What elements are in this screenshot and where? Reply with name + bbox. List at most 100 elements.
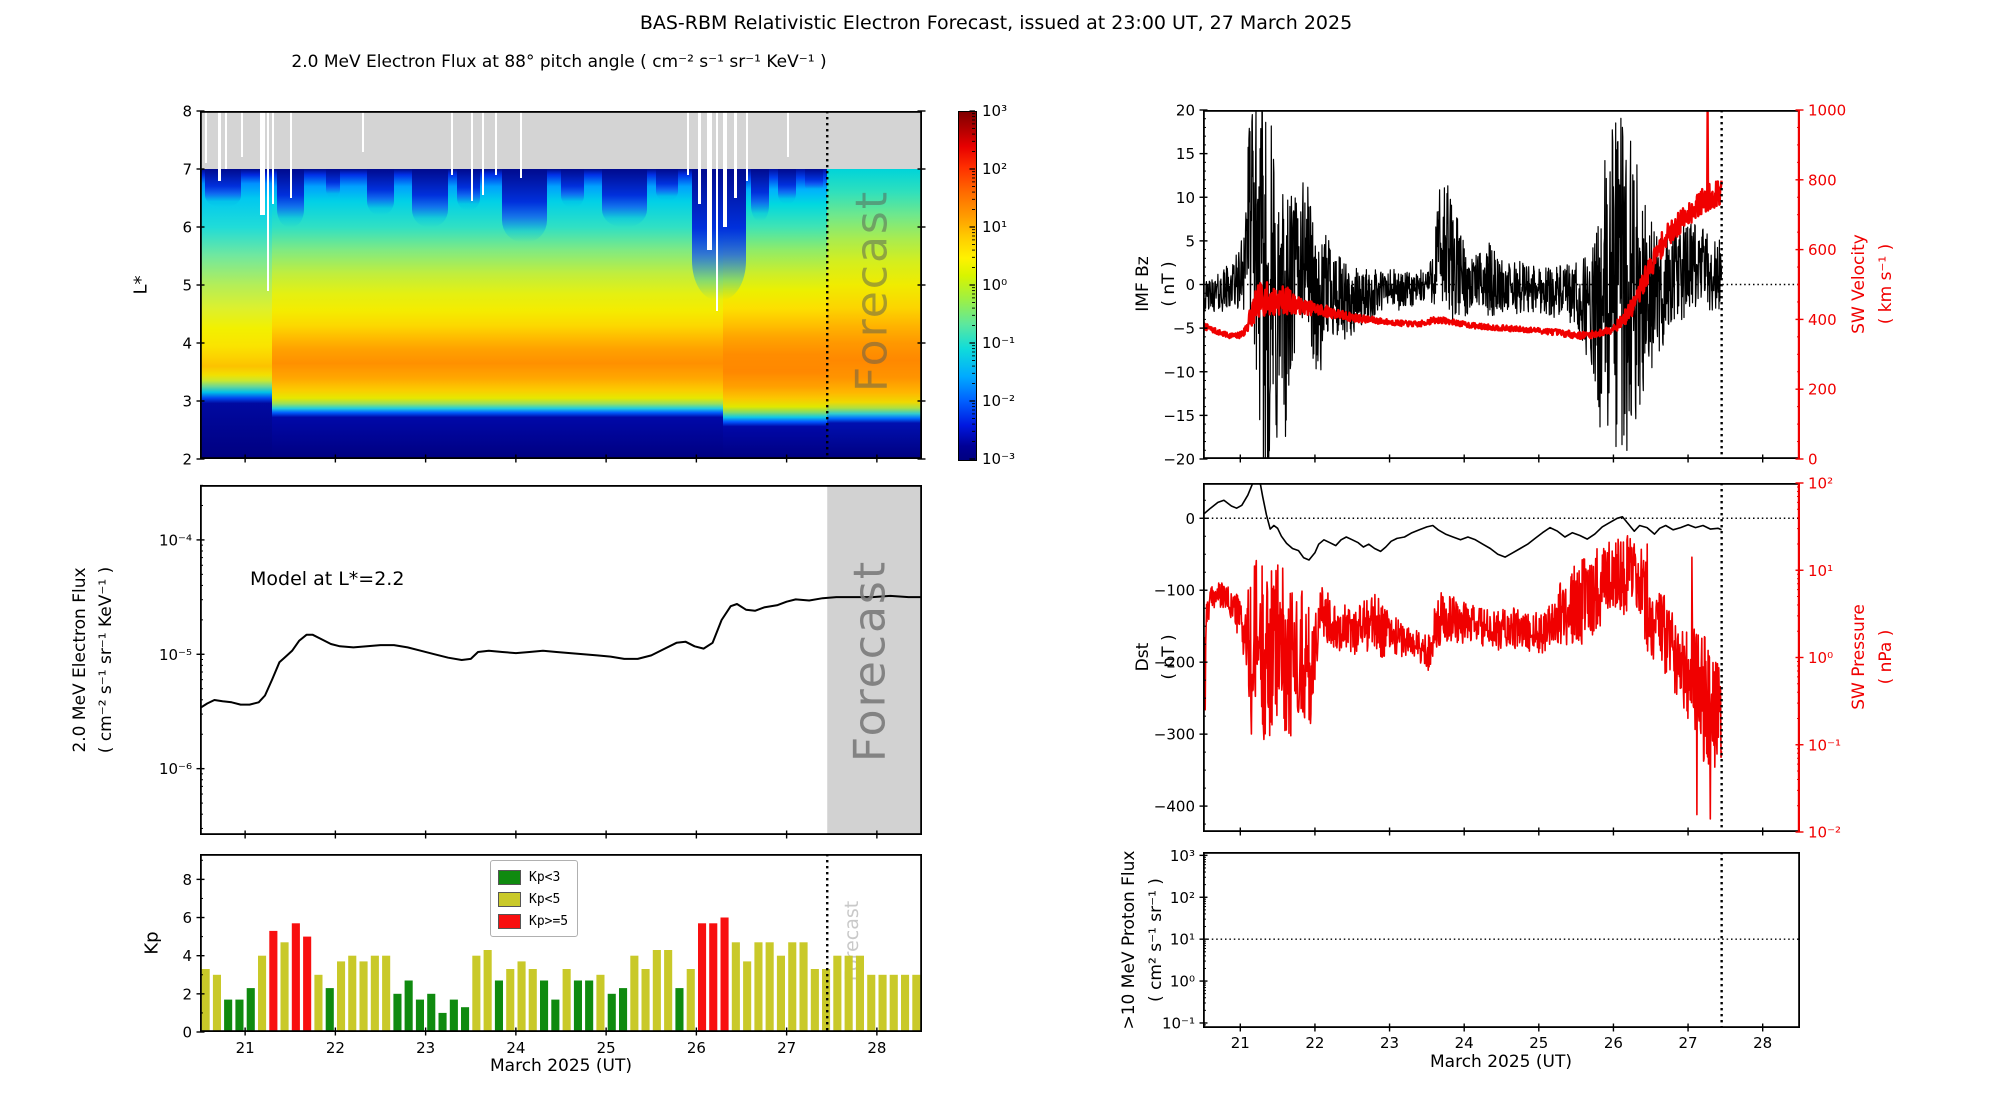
spectrogram-data-gap [707,111,712,251]
svg-text:10⁻⁵: 10⁻⁵ [159,646,192,664]
dst-chart: 0 −100 −200 −300 −400 10² 10¹ 10⁰ 10⁻¹ 10⁻² [1154,475,1841,842]
colorbar-tick-label: 10⁰ [982,276,1008,294]
kp-legend-row-high: Kp>=5 [498,910,568,932]
spectrogram-dropout [366,169,395,216]
spectrogram-data-gap [520,111,523,178]
spectrogram-panel [200,111,922,459]
spectrogram-data-gap [205,111,208,164]
flux-annotation: Model at L*=2.2 [250,568,405,590]
svg-text:10⁰: 10⁰ [1170,973,1195,991]
sw-pressure-label-line2: ( nPa ) [1876,629,1896,685]
spectrogram-column [200,169,273,459]
spectrogram-data-gap [481,111,484,196]
svg-text:20: 20 [1176,102,1195,120]
svg-text:5: 5 [182,277,192,295]
spectrogram-title: 2.0 MeV Electron Flux at 88° pitch angle… [291,52,827,72]
spectrogram-dropout [502,169,548,242]
svg-text:10³: 10³ [1170,847,1195,865]
spectrogram-dropout [561,169,584,207]
kp-legend-row-low: Kp<3 [498,866,568,888]
flux-chart: 10⁻⁴ 10⁻⁵ 10⁻⁶ [159,484,923,839]
kp-legend-label-low: Kp<3 [529,869,561,885]
svg-text:−10: −10 [1163,363,1195,381]
svg-text:−100: −100 [1154,582,1195,600]
svg-text:1000: 1000 [1808,102,1846,120]
svg-text:10⁻⁶: 10⁻⁶ [159,760,192,778]
spectrogram-axes: 8 7 6 5 4 3 2 [182,103,926,469]
flux-ylabel-line1: 2.0 MeV Electron Flux [70,567,90,753]
spectrogram-dropout [804,169,823,193]
spectrogram-dropout [412,169,449,227]
imf-chart: 20 15 10 5 0 −5 −10 −15 −20 1000 800 600 400 200 0 [1163,102,1846,469]
spectrogram-data-gap [266,111,269,291]
spectrogram-data-gap [260,111,265,216]
kp-legend-swatch-mid [498,891,521,907]
svg-text:26: 26 [1604,1034,1623,1052]
spectrogram-nodata-band [200,111,922,169]
svg-text:15: 15 [1176,145,1195,163]
spectrogram-data-gap [225,111,228,169]
colorbar-tick-label: 10¹ [982,218,1008,236]
svg-text:6: 6 [182,219,192,237]
svg-text:10⁻¹: 10⁻¹ [1808,736,1841,754]
spectrogram-data-gap [240,111,243,158]
spectrogram-data-gap [495,111,498,175]
svg-text:6: 6 [182,909,192,927]
spectrogram-data-gap [272,111,275,204]
kp-legend-row-mid: Kp<5 [498,888,568,910]
flux-forecast-label: Forecast [844,559,896,763]
spectrogram-data-gap [723,111,727,227]
spectrogram-data-gap [687,111,690,175]
proton-xlabel: March 2025 (UT) [1430,1052,1572,1072]
svg-text:22: 22 [326,1039,345,1057]
imf-ylabel-line1: IMF Bz [1133,256,1153,312]
spectrogram-column [827,169,922,459]
svg-text:−5: −5 [1173,320,1195,338]
spectrogram-ylabel: L* [130,275,152,295]
kp-legend-label-mid: Kp<5 [529,891,561,907]
svg-text:0: 0 [1185,510,1195,528]
svg-text:10⁻²: 10⁻² [1808,824,1841,842]
dst-ylabel-line1: Dst [1133,642,1153,672]
svg-text:21: 21 [1231,1034,1250,1052]
spectrogram-dropout [691,169,746,300]
colorbar-tick-label: 10³ [982,102,1008,120]
sw-velocity-label-line2: ( km s⁻¹ ) [1876,243,1896,325]
sw-pressure-label-line1: SW Pressure [1849,604,1869,710]
kp-ylabel: Kp [141,931,163,955]
svg-text:0: 0 [1808,451,1818,469]
spectrogram-column [272,169,724,459]
spectrogram-dropout [276,169,304,227]
svg-text:5: 5 [1185,232,1195,250]
svg-text:−300: −300 [1154,726,1195,744]
svg-text:27: 27 [777,1039,796,1057]
spectrogram-data-gap [698,111,701,204]
spectrogram-data-gap [362,111,365,152]
svg-text:10¹: 10¹ [1170,931,1195,949]
colorbar-tick-label: 10⁻³ [982,450,1016,468]
svg-text:−200: −200 [1154,654,1195,672]
svg-text:800: 800 [1808,171,1837,189]
proton-chart: 10³ 10² 10¹ 10⁰ 10⁻¹ 21 22 23 24 25 26 27 28 [1162,847,1801,1052]
kp-legend: Kp<3 Kp<5 Kp>=5 [490,860,579,937]
sw-velocity-label-line1: SW Velocity [1849,234,1869,334]
svg-text:0: 0 [182,1024,192,1042]
colorbar-tick-label: 10² [982,160,1008,178]
spectrogram-data-gap [450,111,453,175]
svg-text:24: 24 [506,1039,525,1057]
svg-text:−400: −400 [1154,798,1195,816]
proton-ylabel-line2: ( cm² s⁻¹ sr⁻¹ ) [1146,878,1166,1002]
svg-text:200: 200 [1808,381,1837,399]
spectrogram-data-gap [716,111,719,312]
spectrogram-data-gap [290,111,293,198]
colorbar-tick-label: 10⁻¹ [982,334,1016,352]
svg-text:10⁻⁴: 10⁻⁴ [159,531,192,549]
proton-ylabel-line1: >10 MeV Proton Flux [1119,850,1139,1030]
svg-text:26: 26 [687,1039,706,1057]
spectrogram-data-gap [746,111,748,181]
spectrogram-data-gap [734,111,737,198]
svg-text:25: 25 [1529,1034,1548,1052]
spectrogram-data-gap [470,111,474,201]
spectrogram-data-gap [786,111,789,158]
